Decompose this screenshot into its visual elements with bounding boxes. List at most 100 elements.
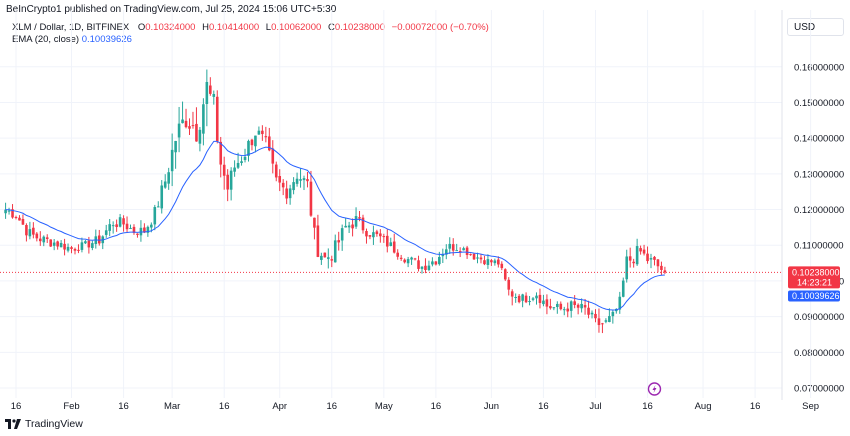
candle-down [663, 270, 667, 273]
candle-up [344, 225, 347, 228]
candle-down [451, 244, 455, 251]
candle-up [441, 254, 445, 257]
y-tick-label: 0.09000000 [794, 312, 844, 323]
candle-up [427, 265, 431, 270]
candle-up [462, 248, 465, 251]
candle-up [590, 312, 594, 315]
candle-down [510, 291, 514, 297]
candle-down [195, 123, 198, 142]
candle-down [469, 254, 472, 256]
candle-down [87, 240, 91, 248]
candle-down [601, 323, 604, 325]
candle-up [243, 156, 247, 161]
candle-down [14, 216, 18, 218]
candle-down [250, 139, 254, 146]
currency-selector[interactable]: USD [787, 18, 844, 36]
candle-up [552, 307, 556, 309]
candle-down [559, 303, 563, 310]
candle-down [70, 247, 73, 249]
candle-down [396, 252, 399, 257]
open-label: O [137, 22, 146, 33]
candle-down [358, 217, 361, 219]
candle-down [458, 250, 462, 252]
candle-up [406, 259, 410, 264]
x-tick-label: 16 [750, 401, 761, 412]
candle-down [132, 226, 136, 233]
candle-up [80, 242, 84, 250]
candle-down [281, 182, 285, 188]
candle-up [212, 94, 216, 97]
candle-down [136, 233, 139, 235]
candle-down [483, 260, 486, 265]
candle-down [361, 217, 365, 231]
candle-up [354, 216, 358, 227]
candle-down [309, 181, 313, 216]
candle-down [566, 308, 570, 312]
candle-up [535, 295, 538, 299]
candle-down [413, 258, 417, 260]
candle-down [323, 252, 327, 258]
candle-down [184, 120, 188, 128]
candle-down [313, 217, 316, 228]
candle-up [542, 300, 545, 305]
candle-up [240, 161, 243, 164]
candle-up [438, 256, 441, 265]
candle-down [375, 231, 379, 235]
candle-down [594, 313, 597, 319]
candle-up [254, 135, 257, 147]
candle-down [73, 248, 77, 251]
candle-up [611, 311, 615, 317]
x-tick-label: 16 [431, 401, 442, 412]
candle-up [333, 240, 337, 263]
candle-down [524, 295, 528, 303]
candle-up [167, 172, 170, 184]
x-tick-label: 16 [326, 401, 337, 412]
ema-price-tag-value: 0.10039626 [792, 291, 840, 301]
ema-label: EMA (20, close) [12, 34, 80, 45]
candle-down [399, 257, 403, 259]
candle-down [500, 263, 504, 269]
candle-down [306, 179, 309, 182]
candle-up [444, 249, 448, 255]
last-price-tag-value: 0.10238000 [792, 267, 840, 277]
candle-down [642, 249, 646, 254]
ohlc-row: XLM / Dollar, 1D, BITFINEX O0.10324000 H… [12, 22, 489, 34]
candle-up [431, 261, 434, 265]
candle-up [455, 250, 458, 252]
candle-down [549, 306, 552, 309]
x-tick-label: 16 [219, 401, 230, 412]
tradingview-logo-icon [5, 419, 21, 429]
candle-up [160, 185, 164, 209]
candle-down [479, 257, 483, 260]
chart-legend: XLM / Dollar, 1D, BITFINEX O0.10324000 H… [12, 22, 489, 46]
candle-up [233, 167, 236, 172]
y-tick-label: 0.12000000 [794, 205, 844, 216]
candle-down [497, 259, 500, 265]
candle-down [628, 256, 632, 261]
candle-up [181, 119, 184, 124]
x-tick-label: Apr [272, 401, 287, 412]
candle-down [49, 239, 52, 247]
ema-row: EMA (20, close) 0.10039626 [12, 34, 489, 46]
candle-down [472, 253, 476, 260]
candle-down [490, 260, 493, 263]
candle-up [604, 320, 608, 322]
candle-down [97, 235, 101, 244]
candle-up [229, 170, 233, 190]
candle-up [420, 266, 424, 269]
candle-down [517, 295, 521, 303]
candle-up [59, 242, 63, 248]
candle-up [84, 241, 87, 244]
candle-down [274, 164, 278, 178]
candle-down [209, 85, 212, 94]
x-tick-label: 16 [118, 401, 129, 412]
candle-up [156, 206, 160, 208]
candle-down [337, 240, 341, 243]
candle-down [188, 126, 191, 129]
x-tick-label: Jul [589, 401, 601, 412]
candle-down [424, 265, 427, 270]
candle-down [351, 224, 354, 229]
candle-up [52, 242, 56, 246]
candle-up [302, 178, 306, 181]
